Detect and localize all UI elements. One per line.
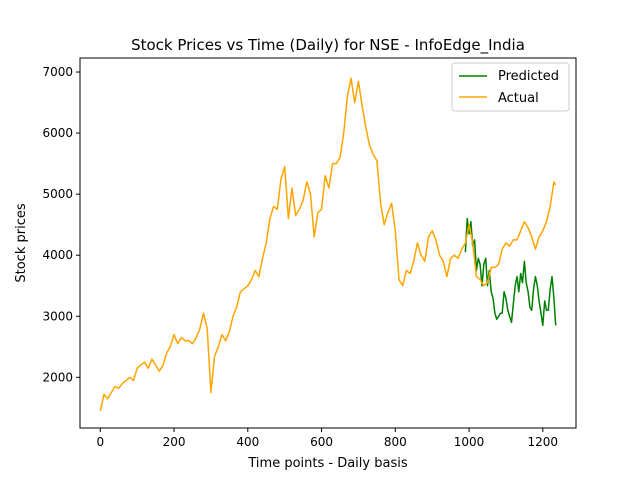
y-tick-label: 2000 xyxy=(42,370,73,384)
plot-area xyxy=(80,58,576,428)
y-tick-label: 5000 xyxy=(42,187,73,201)
x-tick-label: 0 xyxy=(96,435,104,449)
chart-title: Stock Prices vs Time (Daily) for NSE - I… xyxy=(131,36,525,55)
y-tick-label: 7000 xyxy=(42,65,73,79)
y-tick-label: 3000 xyxy=(42,309,73,323)
x-tick-label: 600 xyxy=(310,435,333,449)
x-tick-label: 1200 xyxy=(528,435,559,449)
legend-label-predicted: Predicted xyxy=(498,69,559,84)
y-tick-label: 4000 xyxy=(42,248,73,262)
legend-label-actual: Actual xyxy=(498,91,539,106)
x-tick-label: 800 xyxy=(384,435,407,449)
series-layer xyxy=(99,77,557,412)
legend-box xyxy=(451,62,570,112)
y-axis: 2000 3000 4000 5000 6000 7000 xyxy=(42,65,80,384)
x-tick-label: 1000 xyxy=(454,435,485,449)
y-axis-label: Stock prices xyxy=(14,203,29,282)
series-line-predicted xyxy=(464,217,557,327)
legend: Predicted Actual xyxy=(451,62,570,112)
x-axis-label: Time points - Daily basis xyxy=(247,456,407,471)
x-tick-label: 200 xyxy=(163,435,186,449)
y-tick-label: 6000 xyxy=(42,126,73,140)
x-tick-label: 400 xyxy=(236,435,259,449)
series-line-actual xyxy=(99,77,557,412)
plot-frame xyxy=(79,57,577,429)
x-axis: 0 200 400 600 800 1000 1200 xyxy=(96,428,558,449)
